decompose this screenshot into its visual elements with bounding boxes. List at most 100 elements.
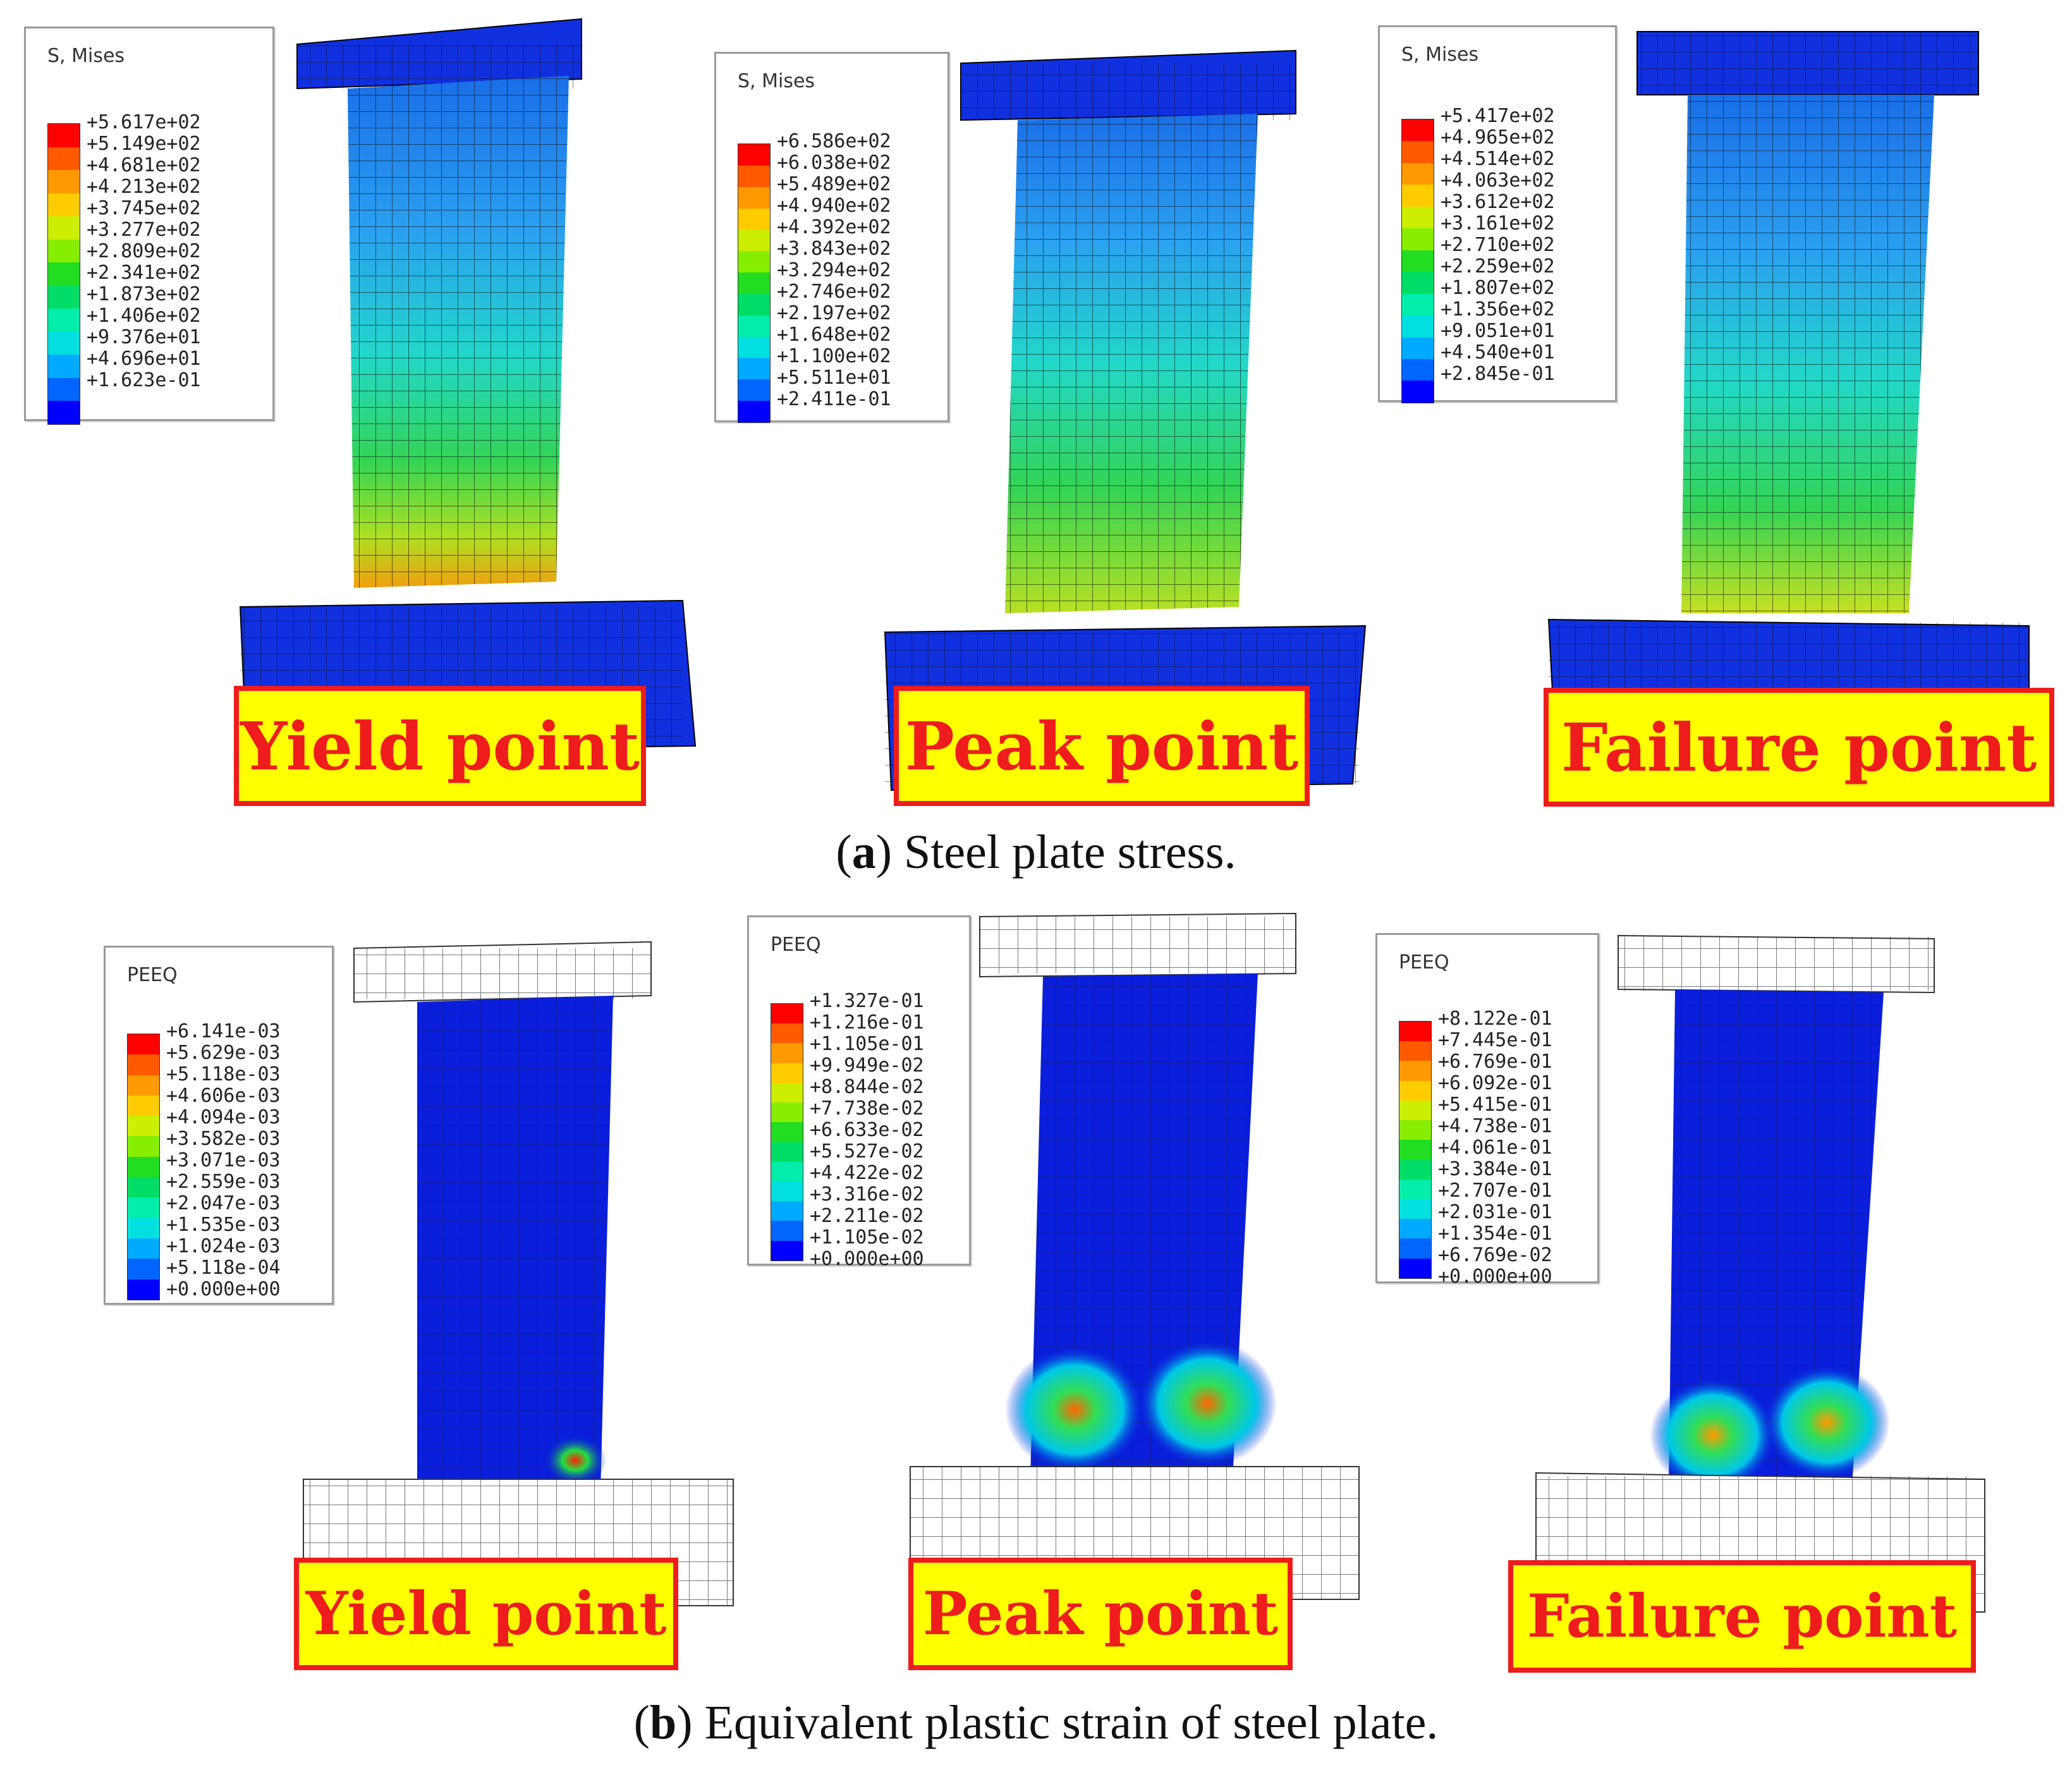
legend-color-step bbox=[738, 336, 770, 358]
legend-color-step bbox=[1402, 358, 1434, 381]
caption-text: Steel plate stress. bbox=[904, 826, 1236, 879]
legend-color-step bbox=[128, 1034, 159, 1055]
legend-color-step bbox=[738, 315, 770, 337]
legend-color-step bbox=[128, 1054, 159, 1075]
legend-color-step bbox=[128, 1075, 159, 1096]
fe-model-stress-peak bbox=[884, 49, 1367, 791]
legend-color-step bbox=[1399, 1041, 1431, 1061]
caption-letter: b bbox=[649, 1696, 677, 1749]
legend-color-step bbox=[738, 144, 770, 166]
legend-color-step bbox=[771, 1122, 803, 1142]
legend: PEEQ +1.327e-01 +1.216e-01 +1.105e-01 +9… bbox=[747, 915, 971, 1270]
legend-color-step bbox=[48, 170, 80, 193]
legend-color-step bbox=[771, 1181, 803, 1202]
legend-color-step bbox=[1399, 1258, 1431, 1278]
legend-title: S, Mises bbox=[1401, 44, 1479, 66]
legend-color-step bbox=[48, 239, 80, 263]
legend-values: +5.417e+02 +4.965e+02 +4.514e+02 +4.063e… bbox=[1441, 105, 1555, 385]
legend-color-step bbox=[48, 216, 80, 240]
legend-color-step bbox=[771, 1142, 803, 1162]
label-peak-point: Peak point bbox=[894, 686, 1310, 806]
legend-color-step bbox=[48, 147, 80, 171]
legend-color-step bbox=[128, 1238, 159, 1259]
legend-title: PEEQ bbox=[127, 964, 178, 986]
legend-color-step bbox=[1399, 1100, 1431, 1121]
legend-color-step bbox=[128, 1156, 159, 1178]
legend-color-step bbox=[48, 355, 80, 378]
legend-color-step bbox=[738, 165, 770, 187]
legend-color-step bbox=[1402, 185, 1434, 207]
legend-color-step bbox=[771, 1023, 803, 1044]
legend-title: S, Mises bbox=[47, 45, 125, 67]
legend: PEEQ +6.141e-03 +5.629e-03 +5.118e-03 +4… bbox=[104, 946, 334, 1305]
legend: S, Mises +5.417e+02 +4.965e+02 +4.514e+0… bbox=[1378, 25, 1617, 403]
legend-color-step bbox=[1399, 1120, 1431, 1140]
legend-color-step bbox=[738, 293, 770, 315]
legend-color-step bbox=[738, 401, 770, 422]
legend-color-scale bbox=[738, 144, 771, 423]
fe-model-stress-failure bbox=[1547, 31, 2030, 740]
legend-color-step bbox=[1399, 1219, 1431, 1239]
legend-color-scale bbox=[127, 1034, 160, 1300]
fe-model-strain-yield bbox=[303, 941, 734, 1606]
legend-color-step bbox=[738, 208, 770, 230]
legend-values: +6.586e+02 +6.038e+02 +5.489e+02 +4.940e… bbox=[777, 130, 891, 410]
legend-color-step bbox=[738, 272, 770, 294]
legend-color-step bbox=[1402, 141, 1434, 163]
legend-color-step bbox=[771, 1161, 803, 1182]
label-failure-point: Failure point bbox=[1508, 1560, 1976, 1673]
legend-color-step bbox=[1399, 1179, 1431, 1199]
legend-color-step bbox=[128, 1095, 159, 1116]
legend-color-step bbox=[771, 1063, 803, 1083]
legend-color-step bbox=[771, 1043, 803, 1063]
fe-model-strain-peak bbox=[910, 912, 1360, 1600]
legend-color-step bbox=[1402, 272, 1434, 294]
legend-color-step bbox=[128, 1259, 159, 1279]
legend-color-step bbox=[128, 1218, 159, 1238]
legend-color-step bbox=[1399, 1199, 1431, 1219]
legend-color-step bbox=[1399, 1159, 1431, 1180]
caption-letter: a bbox=[851, 826, 876, 879]
legend-color-step bbox=[48, 124, 80, 147]
legend-title: S, Mises bbox=[738, 70, 815, 92]
legend: PEEQ +8.122e-01 +7.445e-01 +6.769e-01 +6… bbox=[1375, 933, 1599, 1288]
legend-color-step bbox=[48, 262, 80, 286]
legend-color-step bbox=[1402, 293, 1434, 316]
legend-color-step bbox=[738, 379, 770, 401]
legend-color-step bbox=[1399, 1140, 1431, 1160]
caption-text: Equivalent plastic strain of steel plate… bbox=[704, 1696, 1439, 1749]
legend-color-step bbox=[1399, 1061, 1431, 1081]
label-peak-point: Peak point bbox=[908, 1558, 1293, 1670]
legend-color-step bbox=[1402, 228, 1434, 250]
legend-color-step bbox=[1402, 119, 1434, 142]
fe-model-stress-yield bbox=[239, 18, 697, 754]
legend-color-step bbox=[128, 1279, 159, 1300]
legend-values: +1.327e-01 +1.216e-01 +1.105e-01 +9.949e… bbox=[810, 990, 924, 1270]
caption-a: (a) Steel plate stress. bbox=[836, 826, 1236, 879]
legend-color-step bbox=[771, 1082, 803, 1103]
legend-color-step bbox=[48, 331, 80, 355]
label-yield-point: Yield point bbox=[234, 686, 646, 806]
legend: S, Mises +5.617e+02 +5.149e+02 +4.681e+0… bbox=[24, 27, 274, 425]
legend-title: PEEQ bbox=[771, 934, 821, 956]
legend-color-step bbox=[738, 358, 770, 380]
legend-color-step bbox=[771, 1102, 803, 1123]
caption-b: (b) Equivalent plastic strain of steel p… bbox=[633, 1696, 1439, 1749]
legend-color-step bbox=[771, 1201, 803, 1221]
fe-model-strain-failure bbox=[1535, 934, 1985, 1613]
legend-color-step bbox=[1402, 206, 1434, 229]
legend-color-step bbox=[128, 1116, 159, 1137]
legend-color-step bbox=[771, 1004, 803, 1024]
legend-color-scale bbox=[47, 123, 80, 425]
legend-color-step bbox=[128, 1197, 159, 1218]
legend-color-step bbox=[48, 193, 80, 217]
label-failure-point: Failure point bbox=[1544, 688, 2054, 807]
legend-color-scale bbox=[771, 1003, 803, 1261]
legend-values: +8.122e-01 +7.445e-01 +6.769e-01 +6.092e… bbox=[1438, 1008, 1552, 1288]
legend-color-step bbox=[1399, 1080, 1431, 1101]
legend-color-step bbox=[738, 229, 770, 252]
legend-color-step bbox=[48, 377, 80, 401]
legend-values: +5.617e+02 +5.149e+02 +4.681e+02 +4.213e… bbox=[87, 111, 201, 391]
legend-color-step bbox=[771, 1221, 803, 1241]
legend-title: PEEQ bbox=[1399, 951, 1449, 974]
